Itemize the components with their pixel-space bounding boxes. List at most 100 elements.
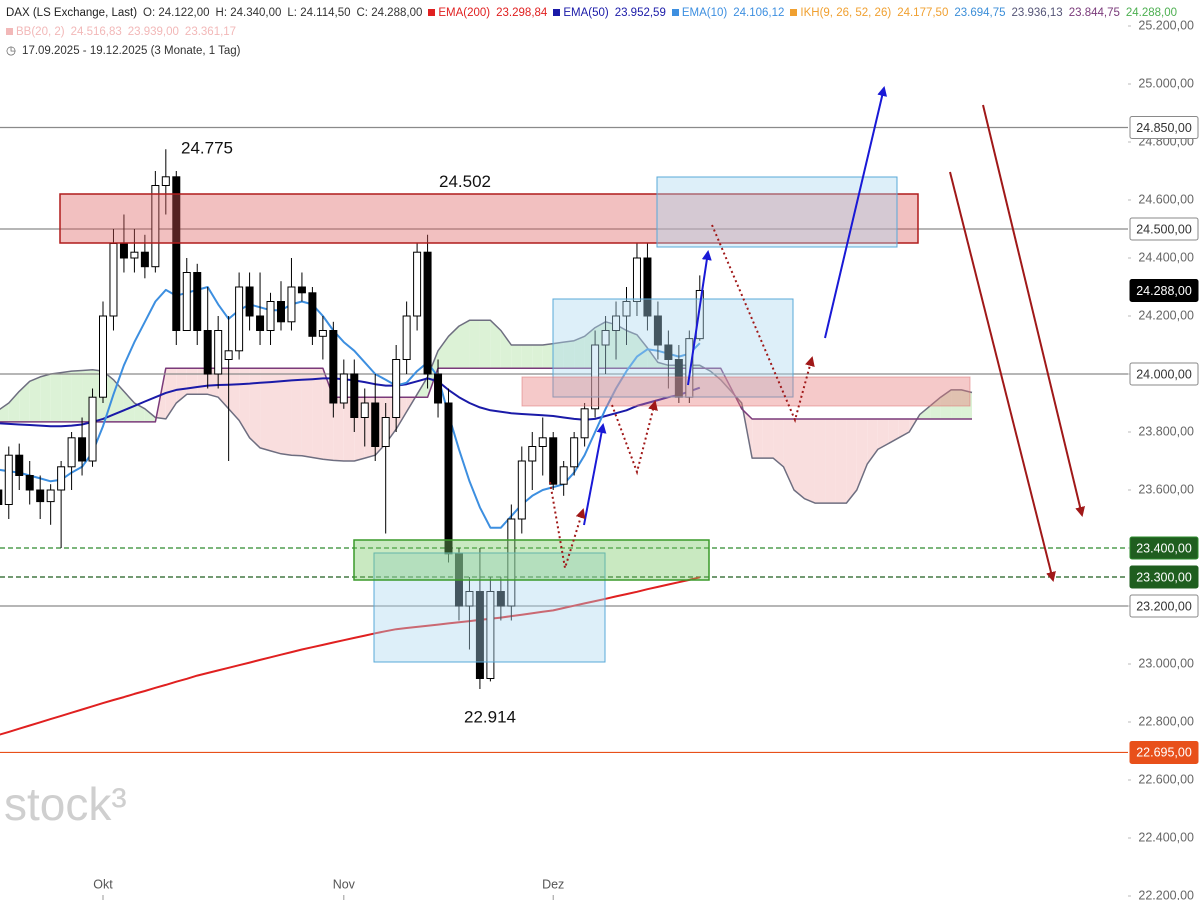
price-badge-label: 24.288,00 — [1136, 284, 1192, 298]
cloud-segment — [312, 368, 323, 460]
cloud-segment — [804, 419, 815, 504]
cloud-segment — [301, 368, 313, 458]
cloud-segment — [647, 347, 658, 369]
ohlc-readout: C: 24.288,00 — [356, 7, 423, 19]
target-box — [373, 552, 606, 663]
cloud-segment — [940, 389, 952, 420]
candle-body — [549, 437, 558, 485]
cloud-segment — [814, 419, 826, 504]
cloud-segment — [930, 397, 941, 420]
candle-body — [140, 251, 149, 268]
dotted-arrow — [711, 224, 815, 424]
arrow — [824, 86, 888, 339]
candle-body — [465, 591, 474, 607]
candle-body — [538, 437, 547, 447]
y-tick-label: 24.200,00 — [1138, 308, 1194, 322]
y-tick-label: 25.200,00 — [1138, 18, 1194, 32]
cloud-segment — [490, 320, 501, 369]
candle-body — [4, 454, 13, 506]
candle-body — [350, 373, 359, 418]
price-badge — [1129, 278, 1199, 302]
candle-body — [371, 402, 380, 447]
cloud-segment — [239, 368, 250, 438]
cloud-segment — [458, 320, 470, 369]
level-layer — [0, 126, 1128, 754]
ema-line — [0, 286, 701, 529]
candle-body — [57, 466, 66, 491]
legend-readout: 23.936,13 — [1011, 7, 1063, 19]
cloud-segment — [144, 408, 156, 422]
y-tick-label: 25.000,00 — [1138, 76, 1194, 90]
candle-body — [580, 408, 589, 439]
cloud-segment — [794, 419, 805, 499]
candle-body — [0, 489, 3, 505]
arrow — [949, 171, 1056, 582]
legend-swatch — [428, 9, 436, 17]
cloud-segment — [919, 405, 931, 420]
legend-readout: 23.952,59 — [614, 7, 666, 19]
cloud-segment — [280, 368, 292, 456]
cloud-segment — [961, 389, 973, 420]
axis-layer: 22.200,00 22.400,00 22.600,00 22.800,00 23.0… — [93, 0, 1200, 900]
cloud-segment — [500, 330, 512, 369]
cloud-segment — [846, 419, 857, 504]
cloud-segment — [951, 389, 962, 420]
candle-body — [444, 402, 453, 555]
candle-body — [622, 301, 631, 317]
legend-readout: 23.298,84 — [496, 7, 548, 19]
cloud-layer — [0, 319, 973, 504]
candle-body — [193, 272, 202, 331]
candle-body — [88, 396, 97, 462]
arrow — [982, 104, 1085, 517]
price-badge — [1129, 740, 1199, 764]
arrow — [687, 250, 712, 386]
price-badge-label: 24.500,00 — [1136, 222, 1192, 236]
candle-body — [475, 591, 484, 679]
candle-body — [612, 315, 621, 331]
candle-body — [256, 315, 265, 331]
price-badge-label: 24.000,00 — [1136, 367, 1192, 381]
cloud-segment — [762, 419, 774, 459]
target-box — [656, 176, 898, 248]
cloud-segment — [752, 419, 763, 459]
price-badge — [1129, 536, 1199, 560]
legend-readout: 23.844,75 — [1068, 7, 1120, 19]
y-tick-label: 22.600,00 — [1138, 772, 1194, 786]
legend-readout: 23.939,00 — [127, 26, 179, 38]
y-tick-label: 22.200,00 — [1138, 888, 1194, 900]
candle-body — [496, 591, 505, 607]
candle-body — [266, 301, 275, 331]
candle-body — [486, 591, 495, 679]
legend-name: EMA(200) — [438, 7, 491, 19]
cloud-segment — [218, 368, 229, 409]
candle-body — [643, 257, 652, 317]
legend-name: IKH(9, 26, 52, 26) — [800, 7, 892, 19]
legend-swatch — [671, 9, 679, 17]
ohlc-readout: O: 24.122,00 — [143, 7, 210, 19]
candle-body — [632, 257, 641, 302]
price-badge-label: 23.200,00 — [1136, 599, 1192, 613]
legend-name: EMA(50) — [563, 7, 609, 19]
cloud-segment — [469, 320, 480, 369]
cloud-segment — [574, 336, 585, 369]
x-tick-label: Nov — [333, 877, 356, 891]
price-badge-label: 23.300,00 — [1136, 570, 1192, 584]
legend-readout: 24.516,83 — [70, 26, 122, 38]
legend: DAX (LS Exchange, Last) O: 24.122,00 H: 24… — [6, 4, 1183, 61]
candle-body — [245, 286, 254, 317]
price-badge — [1129, 217, 1199, 241]
candle-body — [109, 243, 118, 317]
cloud-segment — [176, 368, 187, 403]
candle-body — [695, 289, 704, 340]
cloud-segment — [563, 340, 575, 369]
resistance-zone — [59, 193, 919, 244]
cloud-segment — [186, 368, 198, 395]
cloud-segment — [29, 376, 41, 422]
candle-body — [318, 330, 327, 337]
candle-body — [25, 475, 34, 491]
candle-body — [203, 330, 212, 375]
ohlc-readout: H: 24.340,00 — [215, 7, 282, 19]
cloud-segment — [8, 391, 20, 422]
candle-body — [161, 176, 170, 187]
cloud-segment — [260, 368, 271, 451]
